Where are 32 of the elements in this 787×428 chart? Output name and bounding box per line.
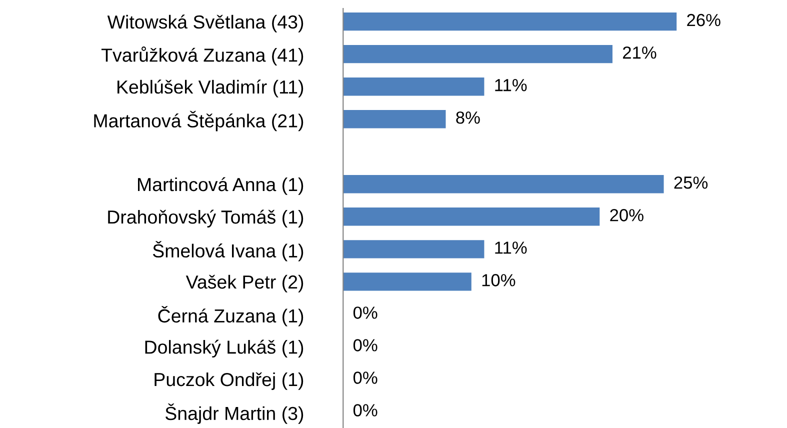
data-label: 21% — [622, 46, 656, 59]
data-label: 0% — [353, 306, 378, 319]
bar — [343, 77, 484, 96]
bar — [343, 12, 677, 31]
y-tick-label: Šnajdr Martin (3) — [165, 404, 304, 424]
y-tick-label: Martincová Anna (1) — [138, 177, 304, 195]
y-tick-label: Martanová Štěpánka (21) — [94, 110, 304, 132]
data-label: 0% — [353, 404, 378, 416]
bar — [343, 110, 446, 128]
data-label: 8% — [456, 111, 480, 124]
bar — [343, 44, 612, 64]
data-label: 10% — [482, 274, 516, 286]
data-label: 26% — [687, 14, 720, 26]
bar — [343, 240, 484, 258]
y-tick-label: Drahoňovský Tomáš (1) — [108, 210, 304, 228]
y-tick-label: Keblúšek Vladimír (11) — [118, 80, 304, 98]
data-label: 0% — [353, 339, 378, 352]
y-tick-label: Černá Zuzana (1) — [158, 306, 304, 326]
y-tick-label: Tvarůžková Zuzana (41) — [101, 46, 304, 66]
y-tick-label: Dolanský Lukáš (1) — [145, 340, 304, 358]
data-label: 25% — [674, 176, 708, 189]
data-label: 11% — [495, 242, 527, 254]
y-tick-label: Puczok Ondřej (1) — [154, 372, 304, 390]
y-tick-label: Šmelová Ivana (1) — [152, 240, 304, 262]
y-tick-label: Witowská Světlana (43) — [107, 14, 304, 32]
bar — [343, 175, 664, 194]
data-label: 20% — [610, 209, 644, 222]
data-label: 0% — [353, 372, 378, 384]
bar — [343, 272, 472, 291]
data-label: 11% — [495, 79, 527, 92]
bar — [343, 208, 600, 226]
y-tick-label: Vašek Petr (2) — [186, 274, 304, 292]
